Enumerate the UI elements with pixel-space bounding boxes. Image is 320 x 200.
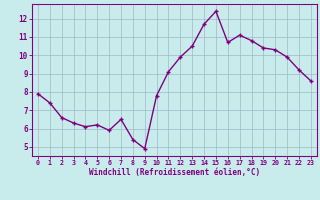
X-axis label: Windchill (Refroidissement éolien,°C): Windchill (Refroidissement éolien,°C) xyxy=(89,168,260,177)
